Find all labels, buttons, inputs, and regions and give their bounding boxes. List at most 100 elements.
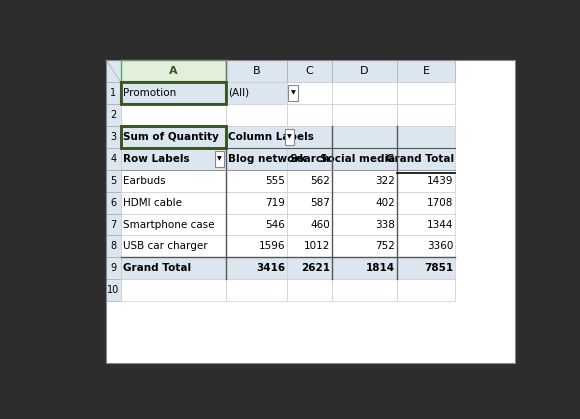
Bar [106,279,121,301]
Bar [106,170,121,191]
Text: 1814: 1814 [366,264,395,273]
Bar [121,82,226,104]
Bar [121,126,226,148]
Text: 2: 2 [110,110,117,120]
Bar [332,170,397,191]
Bar [332,104,397,126]
Bar [121,126,226,148]
Bar [332,148,397,170]
Text: 1: 1 [110,88,117,98]
Text: D: D [360,66,369,76]
Text: Search: Search [289,154,330,164]
Text: 1344: 1344 [427,220,454,230]
Bar [287,170,332,191]
Bar [226,257,287,279]
Bar [226,170,287,191]
Bar [397,214,455,235]
Text: 7: 7 [110,220,117,230]
Text: 555: 555 [265,176,285,186]
Bar [121,104,226,126]
Text: 3: 3 [110,132,117,142]
Bar [226,126,332,148]
Bar [121,279,226,301]
Bar [215,151,224,167]
Text: 719: 719 [265,198,285,207]
Text: B: B [253,66,260,76]
Bar [287,104,332,126]
Bar [121,214,226,235]
Bar [397,235,455,257]
Bar [121,82,226,104]
Bar [121,191,226,214]
Bar [287,60,332,82]
Text: (All): (All) [229,88,249,98]
Text: 1439: 1439 [427,176,454,186]
Text: 5: 5 [110,176,117,186]
Bar [121,235,226,257]
Text: ▼: ▼ [291,91,296,96]
Text: USB car charger: USB car charger [124,241,208,251]
Text: Grand Total: Grand Total [124,264,191,273]
Text: 6: 6 [110,198,117,207]
Text: ▼: ▼ [217,156,222,161]
Text: 752: 752 [375,241,395,251]
Bar [226,235,287,257]
Bar [106,235,121,257]
Text: Blog network: Blog network [229,154,307,164]
Bar [397,279,455,301]
Text: 10: 10 [107,285,119,295]
Bar [226,279,287,301]
Bar [397,126,455,148]
Text: ▼: ▼ [287,134,292,139]
Text: 8: 8 [110,241,117,251]
Text: 460: 460 [310,220,330,230]
Bar [397,104,455,126]
Text: 3360: 3360 [427,241,454,251]
Bar [332,126,397,148]
Text: Column Labels: Column Labels [229,132,314,142]
Text: 1596: 1596 [259,241,285,251]
Text: 2621: 2621 [301,264,330,273]
Bar [106,214,121,235]
Bar [106,191,121,214]
Bar [106,104,121,126]
Bar [287,279,332,301]
Bar [226,82,287,104]
Text: 587: 587 [310,198,330,207]
Bar [397,257,455,279]
Text: 546: 546 [265,220,285,230]
Text: 3416: 3416 [256,264,285,273]
Bar [106,257,121,279]
Text: 7851: 7851 [425,264,454,273]
Text: 322: 322 [375,176,395,186]
Text: Promotion: Promotion [124,88,176,98]
Text: 402: 402 [375,198,395,207]
Bar [332,214,397,235]
Bar [287,191,332,214]
Bar [226,214,287,235]
Bar [332,191,397,214]
Bar [121,257,226,279]
Bar [287,257,332,279]
Bar [397,82,455,104]
Bar [226,148,287,170]
Bar [287,235,332,257]
Bar [287,214,332,235]
Text: 4: 4 [110,154,117,164]
Text: Row Labels: Row Labels [124,154,190,164]
Bar [226,104,287,126]
Bar [332,257,397,279]
Bar [332,60,397,82]
Bar [106,126,121,148]
Bar [287,82,332,104]
Text: E: E [423,66,430,76]
Bar [332,279,397,301]
Bar [226,60,287,82]
Text: Grand Total: Grand Total [386,154,454,164]
Text: 1708: 1708 [427,198,454,207]
Bar [332,235,397,257]
Bar [397,148,455,170]
Bar [397,191,455,214]
Text: 562: 562 [310,176,330,186]
Text: C: C [306,66,313,76]
